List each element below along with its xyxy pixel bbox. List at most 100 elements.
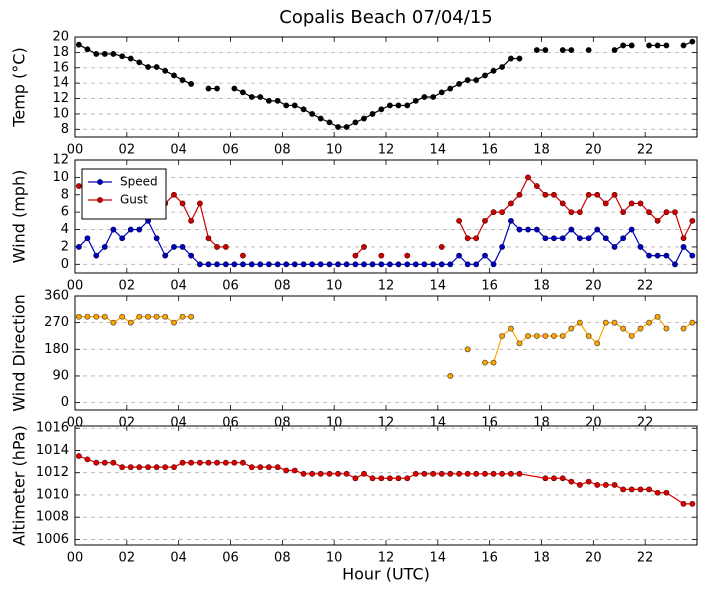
data-point bbox=[568, 226, 575, 233]
data-point bbox=[257, 94, 264, 100]
x-tick-label: 06 bbox=[222, 143, 239, 158]
x-tick-label: 14 bbox=[430, 551, 447, 566]
data-point bbox=[412, 470, 419, 477]
data-point bbox=[464, 261, 471, 268]
y-tick-label: 360 bbox=[44, 289, 69, 304]
data-point bbox=[542, 333, 549, 339]
data-point bbox=[628, 200, 635, 207]
data-point bbox=[75, 244, 82, 250]
data-point bbox=[611, 191, 618, 198]
data-point bbox=[75, 183, 82, 189]
data-point bbox=[585, 47, 592, 53]
x-tick-label: 16 bbox=[481, 279, 498, 294]
data-point bbox=[680, 42, 687, 49]
data-point bbox=[248, 94, 255, 100]
data-point bbox=[576, 482, 583, 488]
data-point bbox=[585, 478, 592, 485]
data-point bbox=[188, 81, 195, 87]
data-point bbox=[317, 261, 324, 268]
data-point bbox=[654, 313, 661, 320]
data-point bbox=[145, 313, 151, 320]
data-point bbox=[214, 261, 220, 268]
data-point bbox=[171, 244, 177, 250]
data-point bbox=[361, 261, 367, 268]
y-tick-label: 10 bbox=[52, 170, 69, 185]
data-point bbox=[188, 217, 195, 224]
data-point bbox=[240, 459, 246, 466]
data-point bbox=[585, 333, 592, 339]
data-point bbox=[291, 261, 298, 268]
data-point bbox=[490, 209, 497, 216]
y-tick-label: 180 bbox=[44, 342, 69, 357]
data-point bbox=[231, 261, 238, 268]
y-tick-label: 4 bbox=[61, 222, 69, 237]
data-point bbox=[464, 235, 471, 242]
data-point bbox=[482, 217, 488, 224]
series-line bbox=[78, 455, 693, 505]
x-tick-label: 00 bbox=[67, 279, 84, 294]
data-point bbox=[654, 217, 661, 224]
data-point bbox=[646, 209, 652, 216]
y-tick-label: 10 bbox=[52, 106, 69, 121]
data-point bbox=[482, 359, 488, 366]
data-point bbox=[551, 475, 557, 482]
data-point bbox=[516, 191, 523, 198]
data-point bbox=[378, 106, 385, 113]
data-point bbox=[248, 464, 255, 471]
data-point bbox=[473, 261, 480, 268]
data-point bbox=[171, 464, 177, 471]
x-tick-label: 18 bbox=[533, 551, 550, 566]
data-point bbox=[326, 470, 333, 477]
data-point bbox=[447, 373, 454, 379]
x-tick-label: 10 bbox=[326, 143, 343, 158]
data-point bbox=[559, 333, 566, 339]
data-point bbox=[533, 183, 540, 189]
data-point bbox=[576, 209, 583, 216]
data-point bbox=[421, 261, 428, 268]
data-point bbox=[119, 235, 126, 242]
data-point bbox=[127, 319, 134, 326]
data-point bbox=[188, 252, 195, 259]
x-tick-label: 18 bbox=[533, 279, 550, 294]
data-point bbox=[438, 89, 445, 96]
data-point bbox=[533, 333, 540, 339]
data-point bbox=[326, 119, 333, 126]
data-point bbox=[136, 59, 143, 66]
data-point bbox=[101, 459, 108, 466]
data-point bbox=[533, 226, 540, 233]
data-point bbox=[283, 467, 290, 474]
data-point bbox=[205, 261, 212, 268]
data-point bbox=[110, 319, 117, 326]
data-point bbox=[153, 235, 160, 242]
data-point bbox=[145, 64, 151, 70]
data-point bbox=[240, 261, 246, 268]
data-point bbox=[205, 459, 212, 466]
data-point bbox=[386, 102, 393, 109]
data-point bbox=[628, 486, 635, 493]
data-point bbox=[464, 77, 471, 83]
data-point bbox=[110, 459, 117, 466]
data-point bbox=[352, 119, 359, 126]
data-point bbox=[395, 475, 402, 482]
data-point bbox=[265, 464, 272, 471]
data-point bbox=[162, 464, 169, 471]
x-tick-label: 08 bbox=[274, 416, 291, 431]
data-point bbox=[352, 475, 359, 482]
data-point bbox=[490, 67, 497, 74]
data-point bbox=[663, 252, 670, 259]
x-tick-label: 00 bbox=[67, 551, 84, 566]
data-point bbox=[404, 252, 411, 259]
data-point bbox=[525, 226, 531, 233]
data-point bbox=[101, 244, 108, 250]
data-point bbox=[568, 325, 575, 332]
x-tick-label: 10 bbox=[326, 416, 343, 431]
data-point bbox=[438, 244, 445, 250]
data-point bbox=[637, 200, 644, 207]
x-tick-label: 12 bbox=[378, 416, 395, 431]
data-point bbox=[456, 470, 462, 477]
x-tick-label: 02 bbox=[119, 143, 136, 158]
data-point bbox=[559, 475, 566, 482]
data-point bbox=[421, 94, 428, 100]
data-point bbox=[611, 244, 618, 250]
y-axis-label: Wind Direction bbox=[10, 294, 29, 412]
